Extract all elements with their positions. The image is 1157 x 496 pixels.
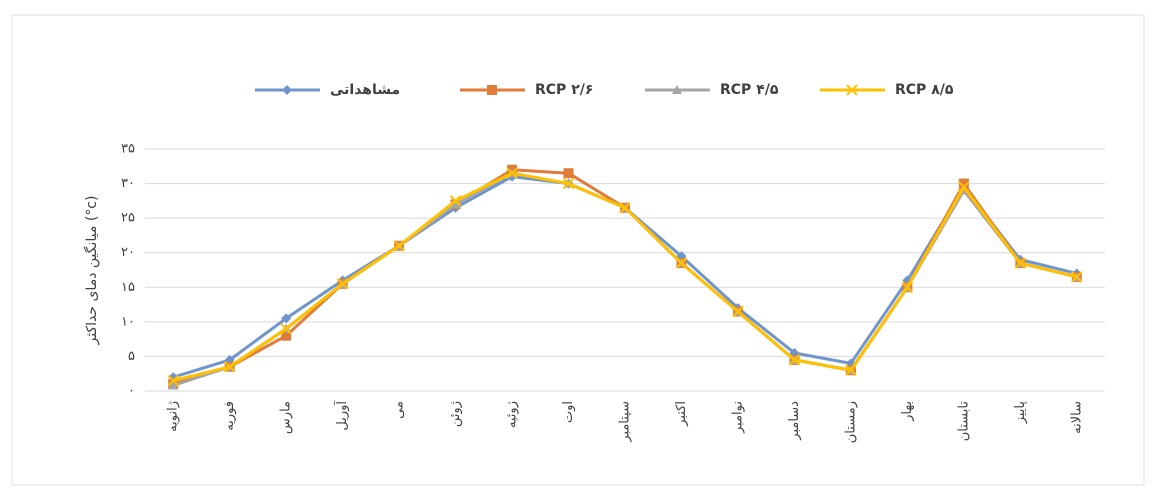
x-tick-label: اوت <box>561 401 576 423</box>
x-tick-label: می <box>392 401 407 419</box>
point <box>167 374 179 387</box>
point <box>450 199 461 209</box>
x-tick-label: فوریه <box>222 401 237 431</box>
point <box>675 257 688 269</box>
point <box>393 240 405 252</box>
y-tick-label: ۰ <box>128 384 135 399</box>
y-tick-label: ۳۵ <box>121 142 135 157</box>
x-tick-label: نوامبر <box>730 401 745 434</box>
point <box>901 281 914 293</box>
point <box>732 305 744 318</box>
x-tick-label: بهار <box>900 401 915 422</box>
x-tick-label: مارس <box>279 401 294 434</box>
x-tick-label: تابستان <box>956 401 971 442</box>
legend-label: RCP ۸/۵ <box>895 82 954 98</box>
point <box>281 330 292 341</box>
x-tick-label: ژوئن <box>448 401 463 427</box>
x-tick-label: پاییز <box>1013 401 1028 425</box>
y-tick-label: ۲۵ <box>121 211 135 226</box>
y-tick-label: ۵ <box>128 349 135 364</box>
point <box>845 364 857 376</box>
y-tick-label: ۳۰ <box>121 176 135 191</box>
point <box>958 178 969 189</box>
y-tick-label: ۱۵ <box>121 280 135 295</box>
legend-marker <box>282 85 292 95</box>
chart-frame <box>11 14 1145 486</box>
legend-label: مشاهداتی <box>330 82 400 98</box>
legend-marker <box>672 85 682 94</box>
y-tick-label: ۱۰ <box>121 314 135 329</box>
x-tick-label: ژانویه <box>166 401 181 432</box>
x-tick-label: آوریل <box>333 400 350 431</box>
point <box>336 278 349 290</box>
x-tick-label: اکتبر <box>674 401 689 427</box>
point <box>958 181 970 193</box>
point <box>281 313 292 324</box>
point <box>562 177 575 190</box>
point <box>168 380 179 390</box>
legend-label: RCP ۴/۵ <box>720 82 779 98</box>
point <box>280 323 292 335</box>
legend-marker <box>846 84 858 96</box>
point <box>619 202 631 214</box>
x-tick-label: زمستان <box>843 401 858 443</box>
point <box>788 354 801 366</box>
point <box>1071 271 1083 283</box>
y-tick-label: ۲۰ <box>121 245 135 260</box>
x-tick-label: ژوئیه <box>505 401 520 428</box>
point <box>506 167 518 179</box>
point <box>449 195 462 207</box>
x-tick-label: دسامبر <box>787 401 802 441</box>
point <box>563 168 574 179</box>
x-tick-label: سالانه <box>1069 401 1084 434</box>
legend-label: RCP ۲/۶ <box>535 82 593 98</box>
x-tick-label: سپتامبر <box>618 401 633 443</box>
point <box>1014 257 1026 269</box>
y-axis-label: میانگین دمای حداکثر (°c) <box>83 196 100 346</box>
legend-marker <box>487 85 497 95</box>
point <box>223 361 236 373</box>
